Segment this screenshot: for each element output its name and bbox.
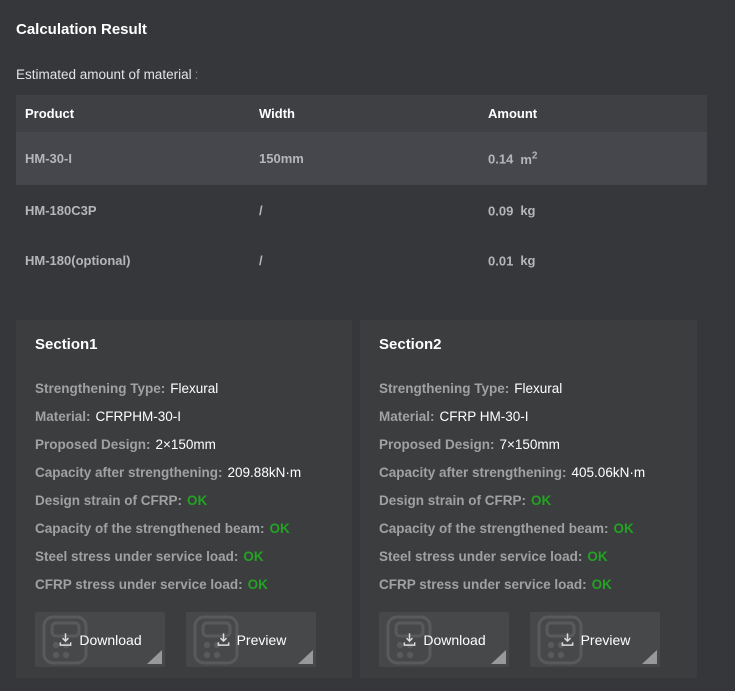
download-icon (58, 632, 73, 647)
button-label: Download (79, 631, 142, 648)
estimated-material-colon: : (194, 67, 199, 82)
button-label: Preview (580, 631, 631, 648)
product-cell: HM-180C3P (25, 202, 97, 218)
field-design-strain: Design strain of CFRP: OK (379, 493, 552, 508)
width-cell: / (259, 252, 263, 268)
table-row: HM-180(optional) / 0.01 kg (16, 235, 707, 285)
preview-button[interactable]: Preview (186, 612, 316, 667)
section-actions: Download Preview (379, 612, 681, 667)
button-label: Preview (236, 631, 287, 648)
table-row: HM-180C3P / 0.09 kg (16, 185, 707, 235)
column-header-width: Width (259, 106, 295, 121)
corner-resize-triangle (491, 650, 506, 664)
field-strengthening-type: Strengthening Type: Flexural (35, 381, 219, 396)
field-design-strain: Design strain of CFRP: OK (35, 493, 208, 508)
amount-value: 0.09 (488, 203, 514, 219)
field-steel-stress: Steel stress under service load: OK (379, 549, 608, 564)
corner-resize-triangle (298, 650, 313, 664)
status-ok: OK (531, 493, 552, 508)
section2-card: Section2 Strengthening Type: Flexural Mat… (360, 320, 697, 678)
estimated-material-text: Estimated amount of material (16, 67, 192, 82)
field-capacity-beam: Capacity of the strengthened beam: OK (35, 521, 290, 536)
download-icon (216, 632, 231, 647)
amount-unit: kg (520, 203, 536, 219)
product-cell: HM-30-I (25, 151, 72, 166)
status-ok: OK (587, 549, 608, 564)
amount-unit: m2 (520, 150, 538, 167)
estimated-material-label: Estimated amount of material: (0, 38, 735, 82)
corner-resize-triangle (642, 650, 657, 664)
section-fields: Strengthening Type: Flexural Material: CFR… (379, 375, 681, 599)
status-ok: OK (269, 521, 290, 536)
field-proposed-design: Proposed Design: 7×150mm (379, 437, 560, 452)
material-table: Product Width Amount HM-30-I 150mm 0.14 m… (16, 95, 707, 285)
column-header-product: Product (25, 106, 75, 121)
status-ok: OK (591, 577, 612, 592)
table-header-row: Product Width Amount (16, 95, 707, 132)
amount-value: 0.14 (488, 151, 514, 167)
section-title: Section1 (35, 336, 98, 353)
field-cfrp-stress: CFRP stress under service load: OK (379, 577, 612, 592)
amount-value: 0.01 (488, 253, 514, 269)
status-ok: OK (247, 577, 268, 592)
preview-button[interactable]: Preview (530, 612, 660, 667)
product-cell: HM-180(optional) (25, 252, 131, 268)
download-button[interactable]: Download (379, 612, 509, 667)
amount-cell: 0.09 kg (479, 202, 707, 218)
width-cell: / (259, 202, 263, 218)
download-icon (560, 632, 575, 647)
field-material: Material: CFRPHM-30-I (35, 409, 182, 424)
field-capacity-beam: Capacity of the strengthened beam: OK (379, 521, 634, 536)
button-label: Download (423, 631, 486, 648)
field-strengthening-type: Strengthening Type: Flexural (379, 381, 563, 396)
column-header-amount: Amount (488, 106, 538, 121)
field-material: Material: CFRP HM-30-I (379, 409, 529, 424)
table-row: HM-30-I 150mm 0.14 m2 (16, 132, 707, 185)
field-cfrp-stress: CFRP stress under service load: OK (35, 577, 268, 592)
field-proposed-design: Proposed Design: 2×150mm (35, 437, 216, 452)
amount-cell: 0.14 m2 (479, 150, 707, 166)
field-capacity: Capacity after strengthening: 209.88kN·m (35, 465, 302, 480)
field-steel-stress: Steel stress under service load: OK (35, 549, 264, 564)
download-button[interactable]: Download (35, 612, 165, 667)
download-icon (402, 632, 417, 647)
amount-unit: kg (520, 253, 536, 269)
section-actions: Download Preview (35, 612, 336, 667)
corner-resize-triangle (147, 650, 162, 664)
section-cards: Section1 Strengthening Type: Flexural Mat… (16, 320, 697, 678)
section1-card: Section1 Strengthening Type: Flexural Mat… (16, 320, 352, 678)
amount-cell: 0.01 kg (479, 252, 707, 268)
field-capacity: Capacity after strengthening: 405.06kN·m (379, 465, 646, 480)
width-cell: 150mm (259, 151, 304, 166)
status-ok: OK (187, 493, 208, 508)
status-ok: OK (613, 521, 634, 536)
section-fields: Strengthening Type: Flexural Material: CFR… (35, 375, 336, 599)
status-ok: OK (243, 549, 264, 564)
section-title: Section2 (379, 336, 442, 353)
page-title: Calculation Result (16, 21, 147, 38)
